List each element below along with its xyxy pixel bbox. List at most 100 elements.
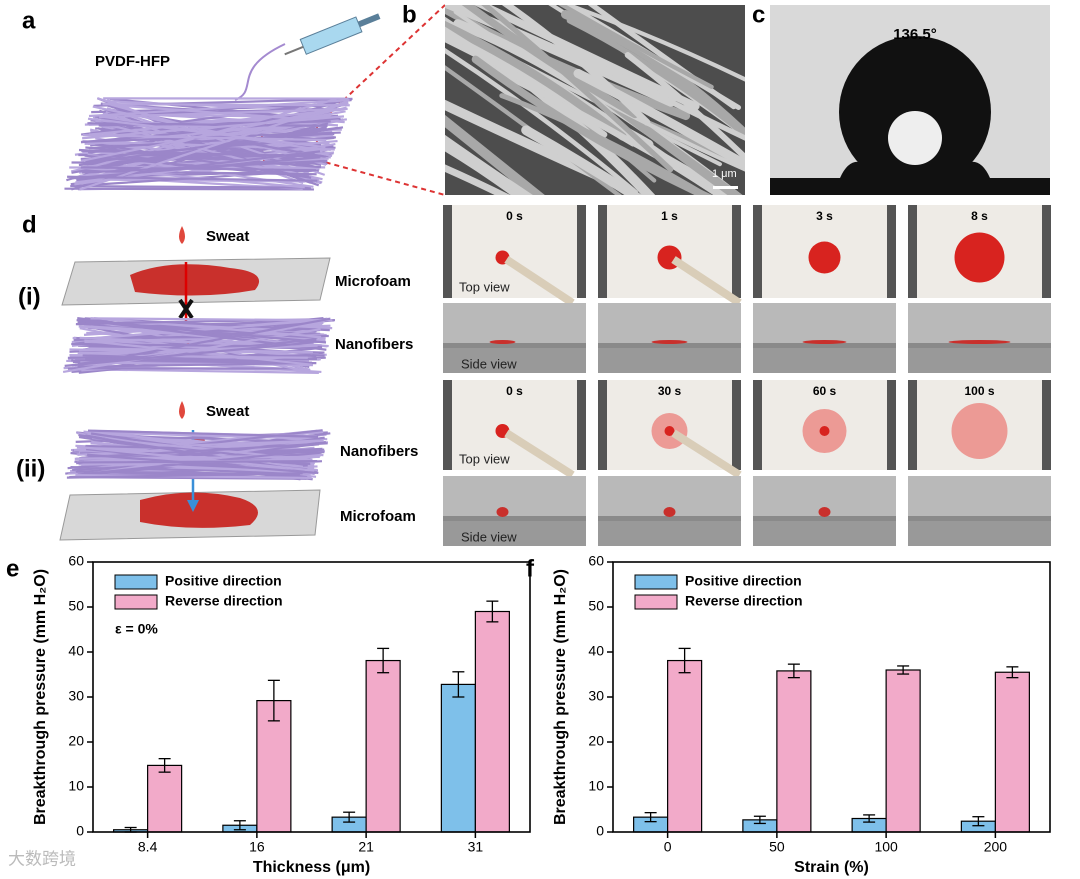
fiber xyxy=(82,134,327,142)
error-bar xyxy=(452,671,465,698)
x-tick-label: 8.4 xyxy=(138,839,158,855)
time-label: 30 s xyxy=(658,384,682,398)
fiber xyxy=(100,118,326,149)
fiber xyxy=(88,99,350,118)
sem-fiber xyxy=(558,5,714,90)
time-label: 1 s xyxy=(661,209,678,223)
droplet-foot xyxy=(840,161,990,178)
frame-edge xyxy=(753,380,762,470)
sem-fiber xyxy=(471,55,713,195)
sweat-spread xyxy=(140,492,258,528)
fiber xyxy=(93,317,322,338)
fiber xyxy=(89,318,330,340)
panel-label: c xyxy=(752,1,765,28)
sem-fiber xyxy=(461,5,639,119)
row-label: (ii) xyxy=(16,455,45,482)
droplet xyxy=(839,36,991,178)
fiber xyxy=(102,103,350,107)
sem-fiber xyxy=(481,5,674,173)
y-tick-label: 40 xyxy=(588,643,604,659)
fiber xyxy=(87,453,317,474)
fiber xyxy=(90,317,333,322)
error-bar xyxy=(644,812,657,823)
side-spot xyxy=(663,507,676,517)
scale-bar-label: 1 μm xyxy=(712,168,737,180)
charts: e 0 10 20 30 40 50 60 Breakthrough pressure (mm … xyxy=(6,553,1051,876)
substrate-strip xyxy=(908,516,1051,521)
side-spot xyxy=(496,507,509,517)
base xyxy=(753,348,896,373)
frame-edge xyxy=(577,205,586,298)
syringe-barrel xyxy=(299,16,363,55)
bar xyxy=(776,670,812,833)
substrate-strip xyxy=(598,343,741,348)
row-label: (i) xyxy=(18,283,41,310)
y-tick-label: 30 xyxy=(588,688,604,704)
sem-fiber xyxy=(445,114,546,195)
fiber xyxy=(81,442,328,459)
fiber xyxy=(78,433,301,471)
time-label: 60 s xyxy=(813,384,837,398)
fiber xyxy=(77,361,306,368)
fiber xyxy=(82,115,345,140)
frame-edge xyxy=(1042,380,1051,470)
substrate-strip xyxy=(908,343,1051,348)
frame-edge xyxy=(732,205,741,298)
fiber xyxy=(76,319,327,344)
sweat-drop xyxy=(179,401,185,419)
error-bar xyxy=(863,814,876,823)
fiber xyxy=(70,184,312,189)
sem-fiber xyxy=(445,134,533,195)
syringe xyxy=(284,13,381,56)
x-tick-label: 200 xyxy=(984,839,1008,855)
error-bar xyxy=(486,600,499,623)
top-view-photo xyxy=(443,380,586,470)
sweat-core xyxy=(819,426,830,436)
needle xyxy=(284,45,304,56)
y-axis-label: Breakthrough pressure (mm H₂O) xyxy=(552,569,569,825)
bar xyxy=(440,683,476,833)
side-spot xyxy=(948,340,1011,344)
y-tick-label: 30 xyxy=(68,688,84,704)
time-label: 8 s xyxy=(971,209,988,223)
fiber xyxy=(67,175,318,182)
time-label: 0 s xyxy=(506,209,523,223)
layer-label: Nanofibers xyxy=(340,443,418,460)
frame-edge xyxy=(1042,205,1051,298)
scale-bar xyxy=(713,186,738,189)
sweat-drop xyxy=(179,226,185,244)
substrate-strip xyxy=(753,516,896,521)
legend-label: Positive direction xyxy=(685,573,802,589)
pipette xyxy=(671,256,742,307)
error-bar xyxy=(158,758,171,773)
legend-label: Reverse direction xyxy=(685,593,803,609)
fiber xyxy=(85,446,315,472)
error-bar xyxy=(343,811,356,823)
error-bar xyxy=(233,820,246,831)
panel-label: a xyxy=(22,7,36,34)
nanofiber-mesh xyxy=(62,97,353,481)
base xyxy=(598,348,741,373)
sweat-spot xyxy=(954,232,1005,283)
sweat-spot xyxy=(951,403,1008,459)
sem-fiber xyxy=(560,10,745,140)
panel-label: d xyxy=(22,211,37,238)
x-tick-label: 100 xyxy=(874,839,898,855)
frame-edge xyxy=(598,380,607,470)
time-label: 3 s xyxy=(816,209,833,223)
error-bar xyxy=(787,663,800,679)
arrow-head xyxy=(187,500,199,512)
fiber xyxy=(78,317,331,367)
fiber xyxy=(66,472,303,479)
sem-fiber xyxy=(445,20,627,141)
time-label: 100 s xyxy=(964,384,994,398)
sem-fiber xyxy=(521,125,643,195)
sweat-label: Sweat xyxy=(206,403,249,420)
substrate-strip xyxy=(753,343,896,348)
sweat-core xyxy=(664,426,675,436)
fiber xyxy=(76,150,321,182)
layer-label: Microfoam xyxy=(340,508,416,525)
sweat-label: Sweat xyxy=(206,228,249,245)
x-tick-label: 21 xyxy=(358,839,374,855)
